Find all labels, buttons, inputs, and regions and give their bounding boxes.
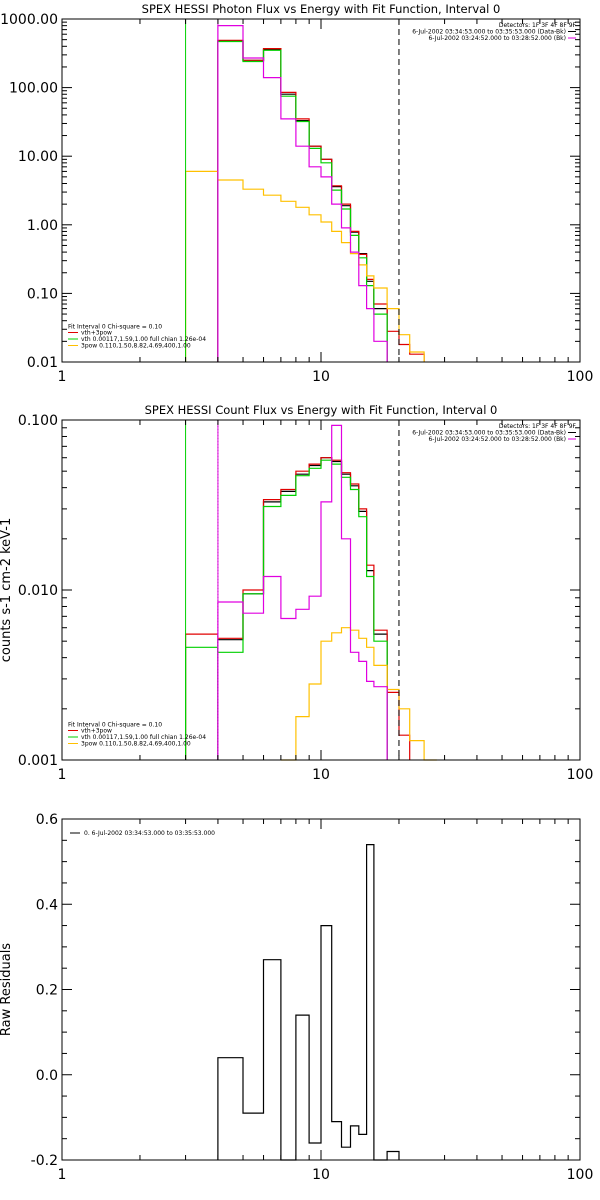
y-tick-label: 0.001: [18, 753, 58, 769]
info-line: Detectors: 1F 3F 4F 8F 9F: [499, 22, 577, 29]
x-tick-label: 1: [58, 369, 67, 385]
y-tick-label: 1.00: [27, 218, 58, 234]
x-tick-label: 10: [312, 369, 330, 385]
legend-entry: 3pow 0.110,1.50,8.82,4.69,400,1.00: [81, 741, 191, 748]
legend-entry: 3pow 0.110,1.50,8.82,4.69,400,1.00: [81, 343, 191, 350]
x-tick-label: 100: [567, 767, 594, 783]
legend-entry: vth+3pow: [81, 330, 112, 337]
legend-header: Fit Interval 0 Chi-square = 0.10: [68, 722, 162, 729]
y-tick-label: 0.2: [36, 983, 58, 999]
plot-frame: [61, 18, 581, 363]
info-line: 6-Jul-2002 03:34:53.000 to 03:35:53.000 …: [412, 430, 566, 437]
x-tick-label: 100: [567, 369, 594, 385]
legend-entry: vth+3pow: [81, 728, 112, 735]
y-tick-label: 0.01: [27, 355, 58, 371]
y-tick-label: 0.4: [36, 897, 58, 913]
panel-3: Raw Residuals 1 10 100 -0.2 0.0 0.2 0.4 0.6 0. 6-…: [0, 812, 593, 1183]
y-tick-label: 0.100: [18, 413, 58, 429]
x-tick-label: 1: [58, 767, 67, 783]
info-line: 6-Jul-2002 03:34:53.000 to 03:35:53.000 …: [412, 29, 566, 36]
y-tick-label: -0.2: [31, 1153, 58, 1169]
series-line-5: [217, 25, 388, 362]
info-line: 6-Jul-2002 03:24:52.000 to 03:28:52.000 …: [428, 35, 566, 42]
x-tick-label: 10: [312, 1167, 330, 1183]
y-axis-label: counts s-1 cm-2 keV-1: [0, 518, 14, 663]
series-line-5: [217, 424, 388, 760]
y-tick-label: 0.010: [18, 583, 58, 599]
series-line-1: [217, 40, 388, 362]
series-line-2: [217, 39, 425, 362]
x-tick-label: 1: [58, 1167, 67, 1183]
legend-header: Fit Interval 0 Chi-square = 0.10: [68, 324, 162, 331]
x-tick-label: 10: [312, 767, 330, 783]
y-tick-label: 10.00: [18, 149, 58, 165]
info-line: 6-Jul-2002 03:24:52.000 to 03:28:52.000 …: [428, 436, 566, 443]
y-tick-label: 0.10: [27, 286, 58, 302]
legend-entry: vth 0.00117,1.59,1.00 full chian 1.26e-0…: [81, 336, 206, 343]
series-line-4: [280, 627, 437, 761]
series-line-3: [217, 40, 388, 362]
chart-title: SPEX HESSI Count Flux vs Energy with Fit…: [145, 403, 498, 417]
info-line: Detectors: 1F 3F 4F 8F 9F: [499, 423, 577, 430]
series-line-3: [185, 459, 388, 760]
y-axis-label: Raw Residuals: [0, 943, 14, 1036]
chart-title: SPEX HESSI Photon Flux vs Energy with Fi…: [142, 2, 501, 16]
y-tick-label: 0.0: [36, 1068, 58, 1084]
series-line-1: [217, 844, 400, 1161]
legend-entry: 0. 6-Jul-2002 03:34:53.000 to 03:35:53.0…: [84, 830, 215, 837]
y-tick-label: 100.00: [9, 81, 58, 97]
x-tick-label: 100: [567, 1167, 594, 1183]
panel-1: SPEX HESSI Photon Flux vs Energy with Fi…: [0, 2, 593, 385]
panel-2: SPEX HESSI Count Flux vs Energy with Fit…: [0, 403, 593, 783]
series-line-4: [185, 170, 425, 362]
y-tick-label: 0.6: [36, 812, 58, 828]
y-tick-label: 1000.00: [0, 12, 58, 28]
legend-entry: vth 0.00117,1.59,1.00 full chian 1.26e-0…: [81, 734, 206, 741]
